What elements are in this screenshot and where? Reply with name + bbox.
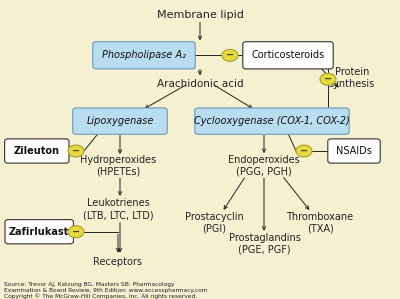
Circle shape [296, 145, 312, 157]
Text: Membrane lipid: Membrane lipid [156, 10, 244, 20]
Circle shape [320, 73, 336, 85]
Text: Prostaglandins
(PGE, PGF): Prostaglandins (PGE, PGF) [229, 233, 301, 254]
Text: Zileuton: Zileuton [14, 146, 60, 156]
Text: Leukotrienes
(LTB, LTC, LTD): Leukotrienes (LTB, LTC, LTD) [83, 199, 153, 220]
Text: −: − [226, 50, 234, 60]
FancyBboxPatch shape [195, 108, 349, 134]
FancyBboxPatch shape [328, 139, 380, 163]
Text: Thromboxane
(TXA): Thromboxane (TXA) [286, 212, 354, 234]
Text: Phospholipase A₂: Phospholipase A₂ [102, 50, 186, 60]
FancyBboxPatch shape [93, 42, 195, 69]
Circle shape [68, 226, 84, 238]
Text: Zafirlukast: Zafirlukast [9, 227, 69, 237]
Text: −: − [300, 146, 308, 156]
FancyBboxPatch shape [5, 219, 74, 244]
FancyBboxPatch shape [73, 108, 167, 134]
Text: Arachidonic acid: Arachidonic acid [157, 79, 243, 89]
Text: −: − [72, 227, 80, 237]
Circle shape [68, 145, 84, 157]
Text: Hydroperoxides
(HPETEs): Hydroperoxides (HPETEs) [80, 155, 156, 177]
Text: Corticosteroids: Corticosteroids [252, 50, 324, 60]
Circle shape [222, 49, 238, 61]
Text: Protein
synthesis: Protein synthesis [329, 67, 375, 89]
FancyBboxPatch shape [5, 139, 69, 163]
Text: Endoperoxides
(PGG, PGH): Endoperoxides (PGG, PGH) [228, 155, 300, 177]
FancyBboxPatch shape [243, 42, 333, 69]
Text: Lipoxygenase: Lipoxygenase [86, 116, 154, 126]
Text: NSAIDs: NSAIDs [336, 146, 372, 156]
Text: Cyclooxygenase (COX-1, COX-2): Cyclooxygenase (COX-1, COX-2) [194, 116, 350, 126]
Text: Prostacyclin
(PGI): Prostacyclin (PGI) [185, 212, 243, 234]
Text: −: − [324, 74, 332, 84]
Text: Source: Trevor AJ, Katzung BG, Masters SB: Pharmacology
Examination & Board Revi: Source: Trevor AJ, Katzung BG, Masters S… [4, 282, 208, 299]
Text: Receptors: Receptors [94, 257, 142, 267]
Text: −: − [72, 146, 80, 156]
